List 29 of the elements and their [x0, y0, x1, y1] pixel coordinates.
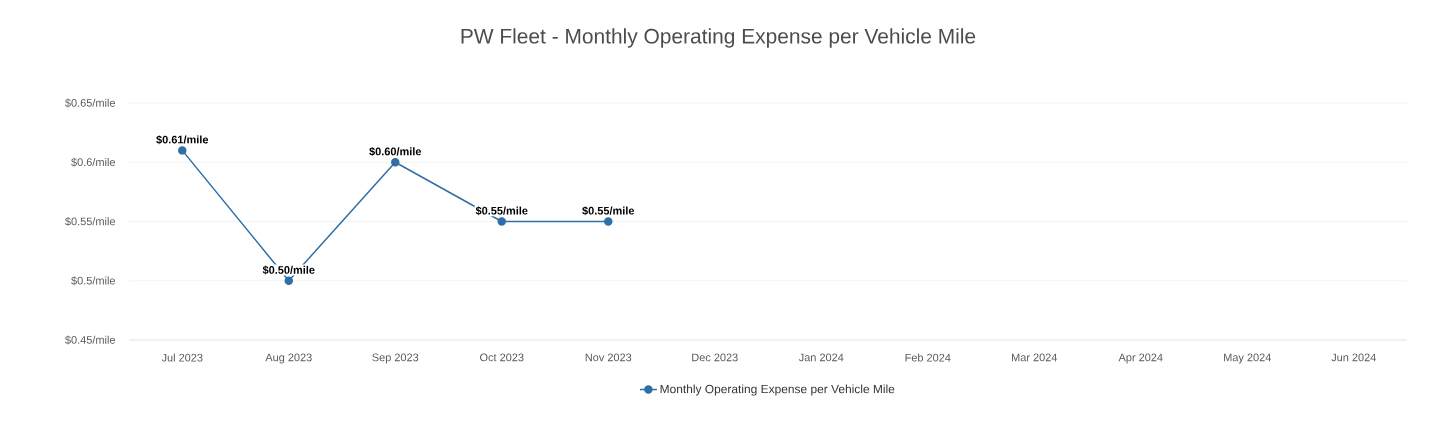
- point: [391, 158, 400, 167]
- y-tick-label: $0.65/mile: [65, 98, 116, 108]
- x-tick-label: Nov 2023: [585, 353, 632, 362]
- data-label: $0.50/mile: [262, 265, 315, 275]
- y-tick-label: $0.45/mile: [65, 335, 116, 345]
- y-tick-label: $0.5/mile: [71, 276, 116, 286]
- legend-label: Monthly Operating Expense per Vehicle Mile: [660, 384, 895, 396]
- x-tick-label: Mar 2024: [1012, 353, 1058, 362]
- y-tick-label: $0.6/mile: [71, 157, 116, 167]
- x-tick-label: Feb 2024: [905, 353, 951, 362]
- data-label: $0.55/mile: [475, 206, 528, 216]
- chart-title: PW Fleet - Monthly Operating Expense per Vehicle Mile: [461, 28, 976, 48]
- x-tick-label: Jun 2024: [1331, 353, 1376, 362]
- point: [604, 217, 613, 226]
- data-label: $0.61/mile: [156, 135, 209, 145]
- point: [497, 217, 506, 226]
- x-tick-label: Apr 2024: [1118, 353, 1163, 364]
- data-label: $0.55/mile: [582, 206, 635, 216]
- data-label: $0.60/mile: [369, 147, 422, 157]
- x-tick-label: May 2024: [1224, 353, 1271, 364]
- point: [284, 276, 293, 285]
- x-tick-label: Sep 2023: [372, 353, 419, 364]
- x-tick-label: Aug 2023: [265, 353, 312, 364]
- x-tick-label: Jul 2023: [161, 353, 203, 362]
- y-tick-label: $0.55/mile: [65, 217, 116, 226]
- x-tick-label: Jan 2024: [798, 353, 844, 362]
- point: [178, 146, 187, 155]
- x-tick-label: Dec 2023: [692, 353, 738, 362]
- x-tick-label: Oct 2023: [480, 353, 524, 362]
